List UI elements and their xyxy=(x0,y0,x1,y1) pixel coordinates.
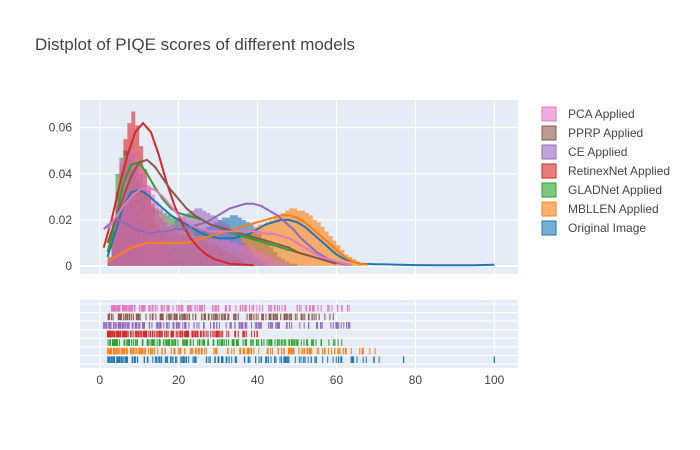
histogram-bar xyxy=(111,238,116,266)
y-tick-label: 0.06 xyxy=(49,121,73,135)
density-curve xyxy=(106,186,353,266)
histogram-bar xyxy=(233,242,238,266)
legend-label: RetinexNet Applied xyxy=(568,164,670,178)
histogram-bar xyxy=(158,208,163,266)
histogram-bar xyxy=(166,222,171,266)
chart-title: Distplot of PIQE scores of different mod… xyxy=(35,35,355,54)
axis-tick-labels: 0 0.02 0.04 0.06 0 20 40 60 80 100 xyxy=(49,121,505,387)
histogram-bar xyxy=(249,247,254,266)
x-tick-label: 20 xyxy=(172,373,186,387)
y-tick-label: 0 xyxy=(65,259,72,273)
histogram-bar xyxy=(143,173,148,266)
histogram-bar xyxy=(281,212,286,266)
histogram-bar xyxy=(170,226,175,266)
histogram-bar xyxy=(245,247,250,266)
histogram-bar xyxy=(131,150,136,266)
histogram-bar xyxy=(281,263,286,266)
histogram-bar xyxy=(147,185,152,266)
histogram-bar xyxy=(273,217,278,266)
histogram-bar xyxy=(218,240,223,266)
histogram-bar xyxy=(107,259,112,266)
histogram-bar xyxy=(277,261,282,266)
histogram-bar xyxy=(162,215,167,266)
histogram-bar xyxy=(151,194,155,266)
histogram-bar xyxy=(206,238,211,266)
density-curve xyxy=(107,214,369,266)
histogram-bar xyxy=(289,208,294,266)
x-tick-label: 100 xyxy=(484,373,504,387)
legend-swatch xyxy=(541,144,557,160)
y-tick-label: 0.04 xyxy=(49,167,73,181)
histogram-bar xyxy=(202,236,207,266)
x-tick-label: 40 xyxy=(251,373,265,387)
histogram-bar xyxy=(241,245,246,266)
histogram-bar xyxy=(214,238,219,266)
legend-swatch xyxy=(541,182,557,198)
x-tick-label: 80 xyxy=(409,373,423,387)
histogram-bar xyxy=(229,242,234,266)
histogram-bar xyxy=(285,263,290,266)
histogram-bar xyxy=(257,252,262,266)
histogram-bar xyxy=(257,224,262,266)
histogram-bar xyxy=(226,240,230,266)
legend-label: CE Applied xyxy=(568,145,627,159)
legend-swatch xyxy=(541,220,557,236)
density-curve xyxy=(103,202,349,266)
histogram-bar xyxy=(194,236,199,266)
legend: PCA Applied PPRP Applied CE Applied Retinex… xyxy=(541,106,670,236)
histogram-bar xyxy=(127,146,132,266)
histogram-bar xyxy=(297,210,301,266)
histogram-bar xyxy=(269,256,274,266)
density-curve xyxy=(106,158,337,265)
histogram-bar xyxy=(222,240,226,266)
histogram-bar xyxy=(198,236,203,266)
histogram-bar xyxy=(182,231,187,266)
x-tick-label: 60 xyxy=(330,373,344,387)
histogram-bar xyxy=(320,226,325,266)
histogram-bar xyxy=(261,224,266,266)
histogram-bar xyxy=(273,259,278,266)
legend-swatch xyxy=(541,125,557,141)
histogram-bar xyxy=(324,231,329,266)
histogram-bar xyxy=(190,233,195,266)
histogram-bar xyxy=(316,222,321,266)
histogram-bar xyxy=(186,233,191,266)
legend-swatch xyxy=(541,201,557,217)
histogram-bar xyxy=(139,166,144,266)
legend-label: PPRP Applied xyxy=(568,126,643,140)
legend-swatch xyxy=(541,106,557,122)
histogram-bar xyxy=(261,252,266,266)
histogram-bar xyxy=(178,231,183,266)
histogram-bar xyxy=(293,208,298,266)
legend-label: Original Image xyxy=(568,221,646,235)
y-tick-label: 0.02 xyxy=(49,213,73,227)
histogram-bar xyxy=(277,215,282,266)
histogram-bar xyxy=(135,157,140,266)
legend-label: GLADNet Applied xyxy=(568,183,662,197)
histogram-bar xyxy=(253,226,258,266)
histogram-bar xyxy=(174,229,179,266)
histogram-bar xyxy=(123,155,128,266)
histogram-bar xyxy=(115,201,120,266)
histogram-bar xyxy=(210,238,215,266)
rug-layer xyxy=(103,305,495,363)
histogram-bar xyxy=(300,210,305,266)
legend-label: MBLLEN Applied xyxy=(568,202,659,216)
density-curve-layer xyxy=(102,121,495,267)
histogram-bar xyxy=(265,254,270,266)
histogram-bar xyxy=(308,215,313,266)
histogram-bar xyxy=(237,245,242,266)
histogram-bar xyxy=(312,219,317,266)
legend-label: PCA Applied xyxy=(568,107,635,121)
histogram-bar xyxy=(328,236,333,266)
x-tick-label: 0 xyxy=(96,373,103,387)
histogram-bar xyxy=(253,249,258,266)
histogram-bar xyxy=(154,201,159,266)
histogram-bar xyxy=(304,212,309,266)
legend-swatch xyxy=(541,163,557,179)
